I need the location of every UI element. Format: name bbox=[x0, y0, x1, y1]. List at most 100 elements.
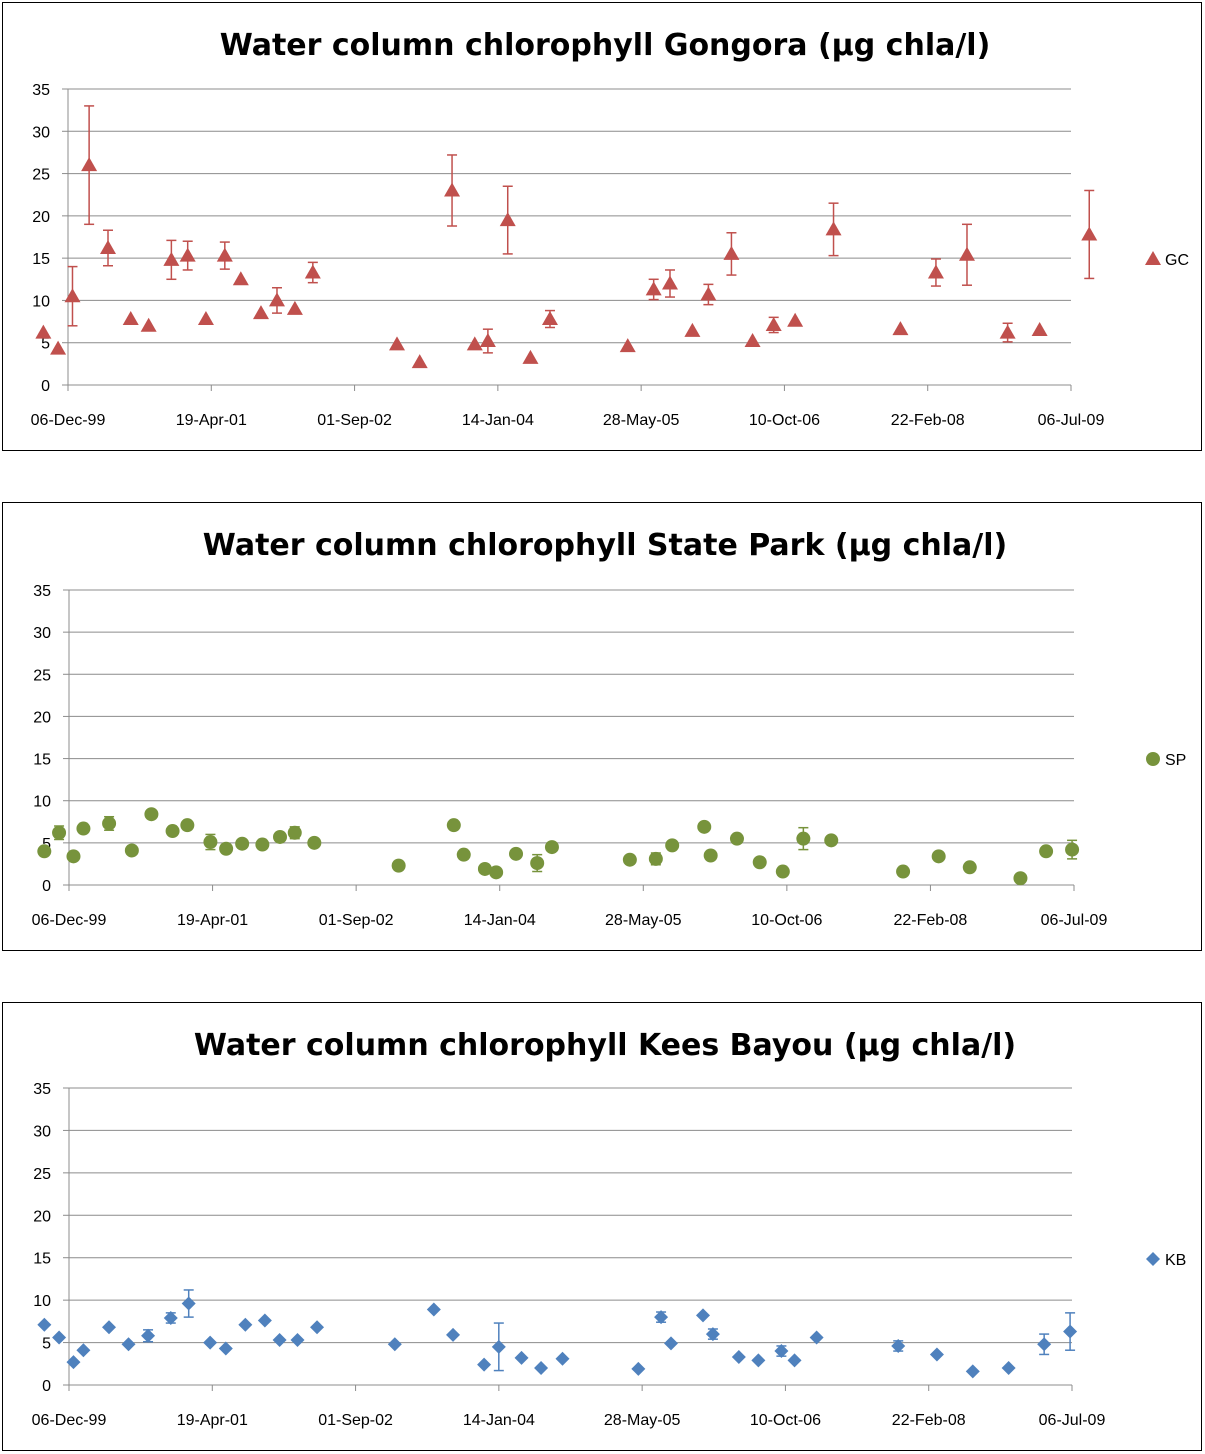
data-point bbox=[76, 1343, 91, 1358]
x-tick-label: 06-Dec-99 bbox=[32, 912, 107, 929]
data-point bbox=[37, 1317, 52, 1332]
y-tick-label: 5 bbox=[42, 1336, 51, 1353]
data-point bbox=[775, 864, 790, 879]
x-tick-label: 01-Sep-02 bbox=[318, 1412, 393, 1429]
y-tick-label: 25 bbox=[32, 167, 50, 184]
x-tick-label: 14-Jan-04 bbox=[463, 1412, 535, 1429]
x-tick-label: 28-May-05 bbox=[604, 1412, 681, 1429]
x-tick-label: 10-Oct-06 bbox=[750, 1412, 821, 1429]
data-point bbox=[622, 852, 637, 867]
y-tick-label: 0 bbox=[42, 878, 51, 895]
data-point bbox=[50, 340, 67, 355]
data-point bbox=[124, 843, 139, 858]
data-point bbox=[787, 312, 804, 327]
data-point bbox=[541, 311, 558, 326]
data-point bbox=[1063, 1324, 1078, 1339]
data-point bbox=[731, 1349, 746, 1364]
data-point bbox=[891, 1338, 906, 1353]
x-tick-label: 19-Apr-01 bbox=[177, 912, 248, 929]
data-point bbox=[705, 1327, 720, 1342]
chart-title: Water column chlorophyll Gongora (µg chl… bbox=[220, 28, 991, 63]
data-point bbox=[387, 1337, 402, 1352]
y-tick-label: 25 bbox=[33, 667, 51, 684]
data-point bbox=[931, 849, 946, 864]
data-point bbox=[544, 840, 559, 855]
chart-svg-gongora: Water column chlorophyll Gongora (µg chl… bbox=[31, 28, 1189, 429]
x-tick-label: 28-May-05 bbox=[603, 412, 680, 429]
data-point bbox=[203, 835, 218, 850]
data-point bbox=[892, 321, 909, 336]
data-point bbox=[100, 239, 117, 254]
data-point bbox=[179, 247, 196, 262]
data-point bbox=[1001, 1361, 1016, 1376]
data-point bbox=[477, 861, 492, 876]
data-point bbox=[555, 1351, 570, 1366]
data-point bbox=[530, 856, 545, 871]
x-tick-label: 06-Jul-09 bbox=[1038, 412, 1105, 429]
y-tick-label: 5 bbox=[42, 836, 51, 853]
data-point bbox=[665, 838, 680, 853]
legend-marker bbox=[1146, 1252, 1160, 1266]
data-point bbox=[723, 245, 740, 260]
x-tick-label: 28-May-05 bbox=[605, 912, 682, 929]
data-point bbox=[444, 182, 461, 197]
data-point bbox=[774, 1344, 789, 1359]
data-point bbox=[268, 292, 285, 307]
data-point bbox=[272, 1333, 287, 1348]
data-point bbox=[307, 835, 322, 850]
x-tick-label: 01-Sep-02 bbox=[317, 412, 392, 429]
data-point bbox=[479, 333, 496, 348]
x-tick-label: 22-Feb-08 bbox=[894, 912, 968, 929]
data-point bbox=[477, 1357, 492, 1372]
data-point bbox=[648, 851, 663, 866]
data-point bbox=[165, 824, 180, 839]
legend: SP bbox=[1146, 752, 1186, 769]
chart-svg-state-park: Water column chlorophyll State Park (µg … bbox=[32, 528, 1187, 929]
data-point bbox=[388, 336, 405, 351]
y-tick-label: 35 bbox=[32, 82, 50, 99]
x-tick-label: 14-Jan-04 bbox=[464, 912, 536, 929]
data-point bbox=[446, 818, 461, 833]
data-point bbox=[66, 1355, 81, 1370]
data-point bbox=[141, 1328, 156, 1343]
data-point bbox=[619, 338, 636, 353]
data-point bbox=[499, 212, 516, 227]
y-tick-label: 35 bbox=[33, 1081, 51, 1098]
data-point bbox=[1039, 844, 1054, 859]
data-point bbox=[765, 316, 782, 331]
x-tick-label: 06-Jul-09 bbox=[1041, 912, 1108, 929]
y-tick-label: 25 bbox=[33, 1166, 51, 1183]
data-point bbox=[697, 819, 712, 834]
data-point bbox=[273, 829, 288, 844]
data-point bbox=[466, 336, 483, 351]
data-point bbox=[645, 281, 662, 296]
y-tick-label: 20 bbox=[33, 1208, 51, 1225]
data-point bbox=[534, 1361, 549, 1376]
data-point bbox=[661, 275, 678, 290]
data-point bbox=[927, 264, 944, 279]
y-tick-label: 0 bbox=[41, 378, 50, 395]
x-tick-label: 19-Apr-01 bbox=[176, 412, 247, 429]
y-tick-label: 15 bbox=[33, 752, 51, 769]
data-point bbox=[1031, 322, 1048, 337]
data-point bbox=[751, 1353, 766, 1368]
data-point bbox=[102, 1320, 117, 1335]
data-point bbox=[729, 831, 744, 846]
data-point bbox=[197, 311, 214, 326]
x-tick-label: 10-Oct-06 bbox=[751, 912, 822, 929]
data-point bbox=[140, 317, 157, 332]
data-point bbox=[163, 1310, 178, 1325]
y-tick-label: 10 bbox=[33, 794, 51, 811]
series-sp bbox=[37, 807, 1080, 886]
data-point bbox=[66, 849, 81, 864]
y-tick-label: 30 bbox=[32, 124, 50, 141]
data-point bbox=[1065, 842, 1080, 857]
data-point bbox=[1037, 1337, 1052, 1352]
x-tick-label: 22-Feb-08 bbox=[891, 412, 965, 429]
y-tick-label: 5 bbox=[41, 336, 50, 353]
y-tick-label: 10 bbox=[33, 1293, 51, 1310]
data-point bbox=[411, 354, 428, 369]
data-point bbox=[654, 1310, 669, 1325]
data-point bbox=[824, 833, 839, 848]
chart-panel-kees-bayou: Water column chlorophyll Kees Bayou (µg … bbox=[2, 1002, 1202, 1451]
